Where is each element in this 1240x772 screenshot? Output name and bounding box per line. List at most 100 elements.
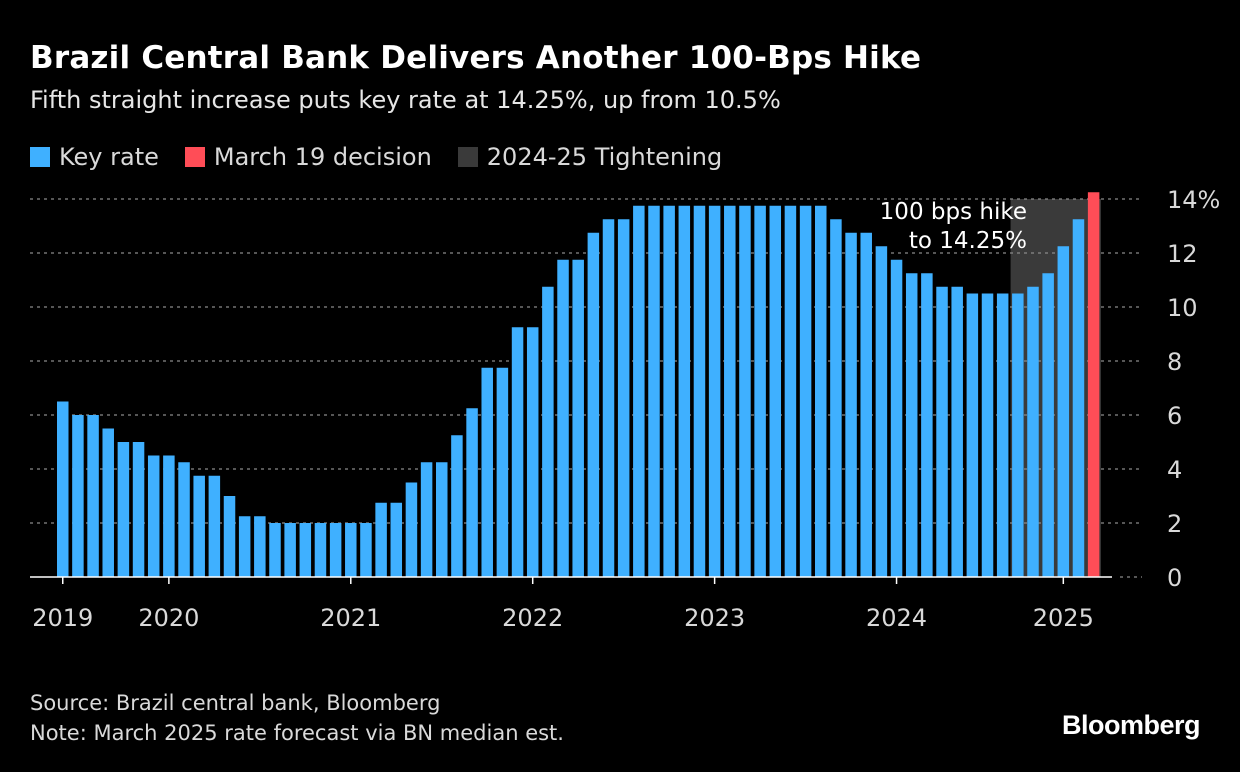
bar-key-rate xyxy=(633,205,645,577)
bar-key-rate xyxy=(57,401,69,577)
bar-key-rate xyxy=(1057,246,1070,577)
bar-key-rate xyxy=(87,415,99,577)
x-tick-label: 2025 xyxy=(1033,604,1094,632)
bar-key-rate xyxy=(739,205,751,577)
bar-key-rate xyxy=(799,205,812,577)
bar-key-rate xyxy=(708,205,721,577)
bar-key-rate xyxy=(921,273,933,577)
bar-key-rate xyxy=(1012,293,1024,577)
legend: Key rate March 19 decision 2024-25 Tight… xyxy=(30,143,722,171)
y-tick-label: 4 xyxy=(1167,456,1182,484)
footer: Source: Brazil central bank, Bloomberg N… xyxy=(30,688,564,748)
bar-key-rate xyxy=(905,273,918,577)
bar-key-rate xyxy=(996,293,1009,577)
y-tick-label: 2 xyxy=(1167,510,1182,538)
y-tick-label: 6 xyxy=(1167,402,1182,430)
bar-key-rate xyxy=(663,205,675,577)
bar-key-rate xyxy=(724,205,736,577)
bar-key-rate xyxy=(163,455,175,577)
bar-key-rate xyxy=(587,232,600,577)
bar-key-rate xyxy=(269,523,281,577)
annotation-line-1: 100 bps hike xyxy=(880,199,1027,225)
bar-key-rate xyxy=(223,496,236,577)
bar-key-rate xyxy=(511,327,524,577)
bar-key-rate xyxy=(254,516,266,577)
forecast-note: Note: March 2025 rate forecast via BN me… xyxy=(30,721,564,745)
x-tick-label: 2023 xyxy=(684,604,745,632)
bar-key-rate xyxy=(345,523,357,577)
bar-key-rate xyxy=(147,455,160,577)
bar-key-rate xyxy=(466,408,478,577)
bar-key-rate xyxy=(208,475,221,577)
bar-march-decision xyxy=(1087,192,1100,577)
legend-swatch-key-rate xyxy=(30,147,50,167)
bar-key-rate xyxy=(375,502,387,577)
legend-swatch-tightening xyxy=(457,147,478,167)
bar-key-rate xyxy=(693,205,706,577)
bar-key-rate xyxy=(481,367,493,577)
x-tick-label: 2020 xyxy=(138,604,199,632)
bar-key-rate xyxy=(754,205,766,577)
bar-key-rate xyxy=(815,205,827,577)
bloomberg-logo: Bloomberg xyxy=(1061,710,1201,740)
legend-item-key-rate: Key rate xyxy=(30,143,159,171)
y-tick-label: 8 xyxy=(1167,348,1182,376)
x-tick-label: 2024 xyxy=(866,604,927,632)
x-tick-label: 2021 xyxy=(320,604,381,632)
bar-key-rate xyxy=(557,259,569,577)
bar-key-rate xyxy=(860,232,872,577)
bar-key-rate xyxy=(132,442,145,577)
tightening-shade xyxy=(1010,199,1101,577)
bar-key-rate xyxy=(117,442,130,577)
annotation-line-2: to 14.25% xyxy=(909,228,1027,254)
bar-key-rate xyxy=(542,286,554,577)
bar-key-rate xyxy=(951,286,963,577)
bar-key-rate xyxy=(360,523,372,577)
legend-item-march-decision: March 19 decision xyxy=(184,143,432,171)
bar-key-rate xyxy=(451,435,463,577)
y-tick-label: 10 xyxy=(1167,294,1198,322)
legend-label-tightening: 2024-25 Tightening xyxy=(486,143,723,171)
bar-key-rate xyxy=(602,219,615,577)
legend-swatch-march-decision xyxy=(184,147,205,167)
bar-key-rate xyxy=(936,286,948,577)
bar-key-rate xyxy=(981,293,994,577)
source-note: Source: Brazil central bank, Bloomberg xyxy=(30,691,441,715)
bar-key-rate xyxy=(830,219,842,577)
bar-key-rate xyxy=(436,462,448,577)
bar-key-rate xyxy=(284,523,296,577)
bar-key-rate xyxy=(1042,273,1054,577)
x-tick-label: 2019 xyxy=(32,604,93,632)
bar-key-rate xyxy=(1072,219,1085,577)
bar-key-rate xyxy=(178,462,190,577)
bar-key-rate xyxy=(875,246,888,577)
bar-key-rate xyxy=(890,259,903,577)
y-tick-label: 12 xyxy=(1167,240,1198,268)
x-tick-label: 2022 xyxy=(502,604,563,632)
bar-key-rate xyxy=(648,205,660,577)
bar-key-rate xyxy=(769,205,782,577)
bar-key-rate xyxy=(526,327,539,577)
bar-key-rate xyxy=(1027,286,1039,577)
legend-item-tightening: 2024-25 Tightening xyxy=(457,143,723,171)
legend-label-key-rate: Key rate xyxy=(59,143,159,171)
bar-key-rate xyxy=(617,219,630,577)
bar-key-rate xyxy=(102,428,114,577)
bar-key-rate xyxy=(572,259,584,577)
bar-key-rate xyxy=(966,293,979,577)
legend-label-march-decision: March 19 decision xyxy=(213,143,432,171)
bar-key-rate xyxy=(72,415,84,577)
chart-subtitle: Fifth straight increase puts key rate at… xyxy=(30,86,781,114)
bar-key-rate xyxy=(678,205,691,577)
bar-key-rate xyxy=(193,475,205,577)
bar-key-rate xyxy=(314,523,327,577)
bar-key-rate xyxy=(299,523,312,577)
y-tick-label: 14% xyxy=(1167,186,1220,214)
bar-key-rate xyxy=(784,205,797,577)
bar-key-rate xyxy=(390,502,403,577)
bar-key-rate xyxy=(238,516,251,577)
bar-key-rate xyxy=(405,482,418,577)
bar-key-rate xyxy=(496,367,509,577)
bar-key-rate xyxy=(845,232,857,577)
